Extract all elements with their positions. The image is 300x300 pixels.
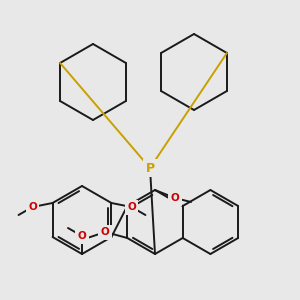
Text: O: O [78, 231, 86, 241]
Text: O: O [28, 202, 37, 212]
Text: O: O [171, 193, 179, 203]
Text: O: O [101, 227, 110, 237]
Text: O: O [127, 202, 136, 212]
Text: P: P [146, 161, 154, 175]
